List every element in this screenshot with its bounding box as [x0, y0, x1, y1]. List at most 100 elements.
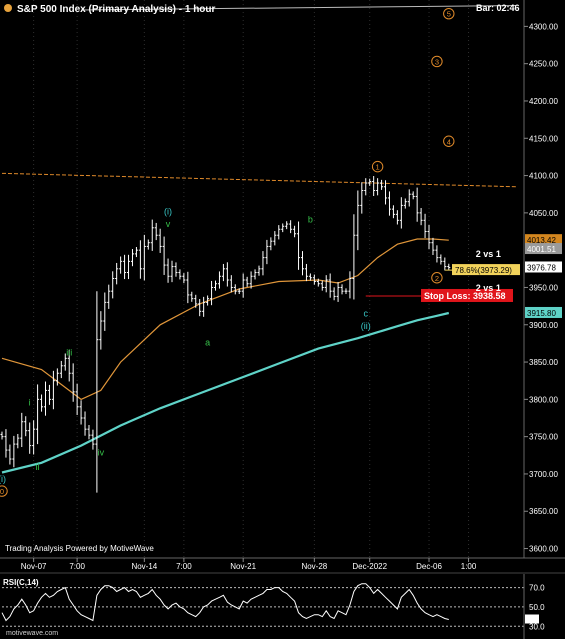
- y-tick-label: 4150.00: [529, 134, 558, 143]
- credit-text: Trading Analysis Powered by MotiveWave: [5, 544, 154, 553]
- x-tick-label: Nov-28: [301, 562, 327, 571]
- y-tick-label: 3750.00: [529, 433, 558, 442]
- price-bar: [210, 280, 214, 306]
- x-tick-label: 7:00: [69, 562, 85, 571]
- watermark: motivewave.com: [6, 630, 58, 637]
- price-tag-box: [525, 306, 562, 318]
- price-bar: [107, 284, 111, 309]
- price-bar: [384, 180, 388, 205]
- price-bar: [8, 444, 12, 465]
- price-tag: 4013.42: [527, 236, 556, 245]
- header-bar: S&P 500 Index (Primary Analysis) - 1 hou…: [4, 3, 520, 15]
- price-bar: [332, 287, 336, 301]
- price-bar: [344, 288, 348, 295]
- y-tick-label: 3800.00: [529, 395, 558, 404]
- price-bar: [166, 258, 170, 283]
- y-tick-label: 3650.00: [529, 507, 558, 516]
- price-bar: [249, 271, 253, 289]
- price-bar: [67, 350, 71, 382]
- price-bar: [79, 400, 83, 425]
- price-bar: [32, 420, 36, 455]
- price-bar: [387, 191, 391, 216]
- y-tick-label: 4300.00: [529, 22, 558, 31]
- price-bar: [336, 281, 340, 302]
- y-tick-label: 3950.00: [529, 283, 558, 292]
- price-bar: [241, 273, 245, 298]
- moving-averages: [1, 238, 450, 474]
- wave-ratio-annotation: 2 vs 1: [476, 283, 501, 293]
- price-bar: [261, 251, 265, 276]
- price-bar: [407, 189, 411, 207]
- price-tag: 3976.78: [527, 263, 556, 272]
- price-bar: [99, 311, 103, 350]
- price-bar: [245, 276, 249, 287]
- trendlines: [1, 4, 517, 188]
- price-bar: [186, 271, 190, 304]
- price-bar: [304, 263, 308, 282]
- price-bar: [103, 292, 107, 331]
- y-tick-label: 3600.00: [529, 545, 558, 554]
- price-y-axis[interactable]: 4300.00 4250.00 4200.00 4150.00 4100.00 4050.…: [524, 22, 558, 554]
- wave-label: (ii): [361, 321, 371, 331]
- price-bar: [352, 214, 356, 300]
- price-bar: [443, 257, 447, 271]
- price-bar: [237, 288, 241, 295]
- bar-timer: Bar: 02:46: [476, 3, 520, 13]
- price-bar: [36, 384, 40, 445]
- price-bar: [265, 239, 269, 265]
- price-bar: [142, 234, 146, 281]
- price-bar: [123, 254, 127, 280]
- price-bar: [293, 225, 297, 238]
- chart-title: S&P 500 Index (Primary Analysis) - 1 hou…: [17, 4, 216, 15]
- price-tag-box: [525, 261, 562, 273]
- price-bar: [281, 223, 285, 233]
- price-bar: [229, 275, 233, 293]
- price-bar: [158, 228, 162, 253]
- price-bar: [297, 221, 301, 270]
- price-bar: [395, 210, 399, 225]
- rsi-current-marker: [525, 614, 539, 624]
- upper-trendline: [81, 4, 517, 11]
- price-bar: [51, 370, 55, 410]
- wave-label-circle: [0, 485, 8, 497]
- price-bar: [415, 187, 419, 222]
- price-bar: [174, 262, 178, 277]
- price-bar: [289, 220, 293, 234]
- price-bar: [360, 182, 364, 214]
- price-bar: [202, 296, 206, 317]
- price-bar: [368, 178, 372, 186]
- price-bar: [221, 263, 225, 282]
- price-bar: [190, 291, 194, 302]
- wave-label-circle: [443, 7, 455, 20]
- price-bar: [194, 294, 198, 308]
- price-bar: [324, 275, 328, 293]
- price-bar: [225, 262, 229, 287]
- price-bar: [380, 179, 384, 190]
- price-bar: [423, 213, 427, 239]
- wave-label: c: [364, 309, 369, 319]
- wave-label: (i): [164, 206, 172, 216]
- price-bar: [391, 205, 395, 219]
- y-tick-label: 4200.00: [529, 97, 558, 106]
- symbol-dot-icon[interactable]: [4, 4, 12, 12]
- wave-label-circle: [443, 135, 455, 147]
- y-tick-label: 4050.00: [529, 209, 558, 218]
- x-tick-label: Nov-21: [230, 562, 256, 571]
- price-bar: [273, 231, 277, 246]
- price-bar: [83, 411, 87, 436]
- price-bar: [40, 394, 44, 412]
- price-bar: [348, 271, 352, 299]
- wave-label-circle: [371, 160, 384, 173]
- price-bar: [257, 265, 261, 276]
- wave-label: 0: [0, 487, 4, 496]
- price-bar: [71, 363, 75, 402]
- price-bar: [0, 431, 4, 440]
- price-bar: [162, 236, 166, 275]
- time-x-axis[interactable]: Nov-07 7:00 Nov-14 7:00 Nov-21 Nov-28 Dec-2022…: [21, 558, 477, 571]
- price-bar: [447, 263, 451, 271]
- price-bar: [24, 416, 28, 437]
- price-bar: [43, 381, 47, 416]
- wave-ratio-annotation: 2 vs 1: [476, 249, 501, 259]
- fib-level-label: 78.6%(3973.29): [455, 266, 512, 275]
